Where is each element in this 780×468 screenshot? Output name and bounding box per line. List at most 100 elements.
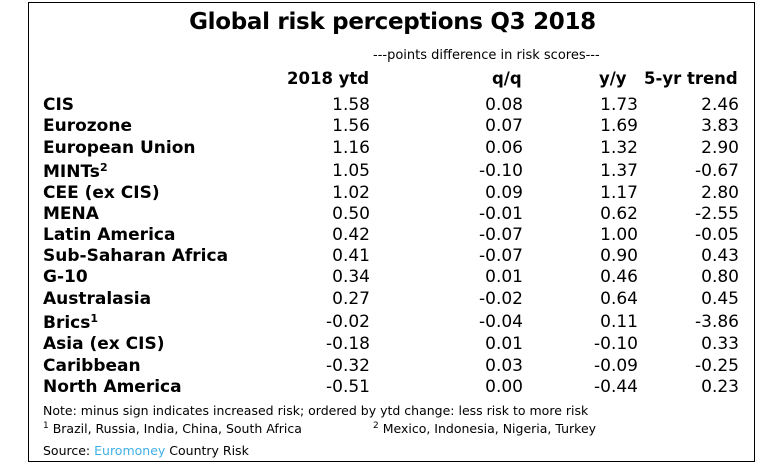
cell-yy: 0.11 — [600, 312, 638, 332]
table-row: North America -0.51 0.00 -0.44 0.23 — [29, 377, 756, 398]
column-header-2018-ytd: 2018 ytd — [287, 69, 370, 88]
row-region-name: Caribbean — [43, 356, 141, 376]
row-region-name: Asia (ex CIS) — [43, 334, 165, 354]
row-region-name: CEE (ex CIS) — [43, 183, 160, 203]
row-region-name: Sub-Saharan Africa — [43, 246, 228, 266]
cell-ytd: -0.51 — [326, 377, 370, 397]
source-suffix: Country Risk — [165, 443, 249, 458]
table-row: Sub-Saharan Africa 0.41 -0.07 0.90 0.43 — [29, 246, 756, 267]
region-label: Latin America — [43, 225, 176, 245]
cell-ytd: -0.02 — [326, 312, 370, 332]
cell-yy: 0.62 — [600, 204, 638, 224]
cell-qq: 0.07 — [485, 116, 523, 136]
cell-yy: 0.46 — [600, 267, 638, 287]
region-label: Australasia — [43, 289, 152, 309]
risk-table-frame: Global risk perceptions Q3 2018 ---point… — [28, 2, 755, 462]
table-row: MINTs2 1.05 -0.10 1.37 -0.67 — [29, 161, 756, 182]
cell-trend: 0.80 — [701, 267, 739, 287]
row-region-name: Latin America — [43, 225, 175, 245]
row-region-name: North America — [43, 377, 182, 397]
cell-trend: 0.45 — [701, 289, 739, 309]
row-region-name: Eurozone — [43, 116, 132, 136]
table-row: CEE (ex CIS) 1.02 0.09 1.17 2.80 — [29, 183, 756, 204]
table-row: CIS 1.58 0.08 1.73 2.46 — [29, 95, 756, 116]
footnote-2-mark: 2 — [373, 421, 379, 431]
table-row: Latin America 0.42 -0.07 1.00 -0.05 — [29, 225, 756, 246]
cell-yy: 1.69 — [600, 116, 638, 136]
footnote-2: 2 Mexico, Indonesia, Nigeria, Turkey — [373, 421, 596, 436]
table-row: Caribbean -0.32 0.03 -0.09 -0.25 — [29, 356, 756, 377]
cell-yy: -0.44 — [594, 377, 638, 397]
cell-yy: -0.09 — [594, 356, 638, 376]
row-region-name: MINTs2 — [43, 161, 108, 182]
region-label: Caribbean — [43, 356, 141, 376]
cell-yy: 0.90 — [600, 246, 638, 266]
cell-ytd: -0.18 — [326, 334, 370, 354]
footnote-1-text: Brazil, Russia, India, China, South Afri… — [48, 421, 302, 436]
source-prefix: Source: — [43, 443, 95, 458]
table-row: Australasia 0.27 -0.02 0.64 0.45 — [29, 289, 756, 310]
table-row: European Union 1.16 0.06 1.32 2.90 — [29, 138, 756, 159]
footnote-1-mark: 1 — [43, 421, 49, 431]
region-label: MENA — [43, 204, 99, 224]
cell-trend: 0.23 — [701, 377, 739, 397]
row-region-name: G-10 — [43, 267, 88, 287]
row-region-name: MENA — [43, 204, 99, 224]
cell-trend: -0.25 — [695, 356, 739, 376]
table-row: Asia (ex CIS) -0.18 0.01 -0.10 0.33 — [29, 334, 756, 355]
footnote-marker: 1 — [90, 312, 99, 325]
footnote-1: 1 Brazil, Russia, India, China, South Af… — [43, 421, 302, 436]
cell-qq: -0.10 — [479, 161, 523, 181]
cell-qq: 0.06 — [485, 138, 523, 158]
table-row: Brics1 -0.02 -0.04 0.11 -3.86 — [29, 312, 756, 333]
region-label: Asia (ex CIS) — [43, 334, 165, 354]
cell-trend: 0.33 — [701, 334, 739, 354]
cell-ytd: -0.32 — [326, 356, 370, 376]
row-region-name: European Union — [43, 138, 196, 158]
cell-yy: 1.37 — [600, 161, 638, 181]
cell-qq: -0.04 — [479, 312, 523, 332]
cell-trend: 0.43 — [701, 246, 739, 266]
cell-ytd: 1.56 — [332, 116, 370, 136]
region-label: Sub-Saharan Africa — [43, 246, 229, 266]
cell-qq: 0.08 — [485, 95, 523, 115]
cell-trend: 2.80 — [701, 183, 739, 203]
column-group-header: ---points difference in risk scores--- — [373, 48, 600, 63]
cell-trend: 3.83 — [701, 116, 739, 136]
table-row: G-10 0.34 0.01 0.46 0.80 — [29, 267, 756, 288]
cell-qq: 0.01 — [485, 267, 523, 287]
cell-qq: 0.03 — [485, 356, 523, 376]
cell-ytd: 1.05 — [332, 161, 370, 181]
cell-ytd: 0.41 — [332, 246, 370, 266]
table-row: Eurozone 1.56 0.07 1.69 3.83 — [29, 116, 756, 137]
column-header-5yr-trend: 5-yr trend — [644, 69, 738, 88]
cell-ytd: 1.58 — [332, 95, 370, 115]
cell-yy: 1.17 — [600, 183, 638, 203]
cell-ytd: 1.16 — [332, 138, 370, 158]
cell-ytd: 0.34 — [332, 267, 370, 287]
cell-yy: 1.73 — [600, 95, 638, 115]
footnote-marker: 2 — [99, 161, 108, 174]
column-header-qq: q/q — [492, 69, 522, 88]
cell-trend: 2.90 — [701, 138, 739, 158]
cell-qq: 0.09 — [485, 183, 523, 203]
cell-yy: 1.32 — [600, 138, 638, 158]
cell-trend: -3.86 — [695, 312, 739, 332]
row-region-name: Australasia — [43, 289, 151, 309]
cell-yy: -0.10 — [594, 334, 638, 354]
region-label: Brics — [43, 313, 91, 333]
cell-trend: 2.46 — [701, 95, 739, 115]
cell-ytd: 0.42 — [332, 225, 370, 245]
footnote-2-text: Mexico, Indonesia, Nigeria, Turkey — [378, 421, 597, 436]
region-label: North America — [43, 377, 182, 397]
cell-qq: -0.07 — [479, 246, 523, 266]
cell-yy: 1.00 — [600, 225, 638, 245]
cell-qq: -0.01 — [479, 204, 523, 224]
table-note: Note: minus sign indicates increased ris… — [43, 403, 589, 418]
region-label: G-10 — [43, 267, 88, 287]
table-row: MENA 0.50 -0.01 0.62 -2.55 — [29, 204, 756, 225]
region-label: MINTs — [43, 162, 100, 182]
cell-qq: -0.02 — [479, 289, 523, 309]
row-region-name: Brics1 — [43, 312, 98, 333]
region-label: CIS — [43, 95, 75, 115]
